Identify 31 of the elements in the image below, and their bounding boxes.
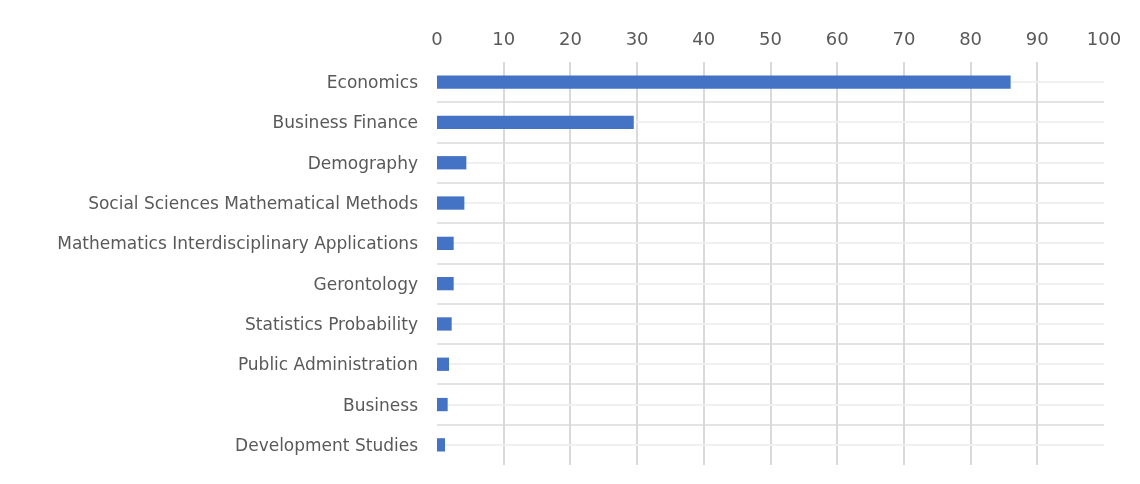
bar bbox=[437, 357, 450, 371]
bar bbox=[437, 317, 452, 331]
bar bbox=[437, 75, 1011, 89]
x-tick-label: 90 bbox=[1025, 28, 1049, 50]
bar bbox=[437, 196, 465, 210]
bar bbox=[437, 236, 454, 250]
bar bbox=[437, 397, 448, 412]
x-tick-label: 10 bbox=[492, 28, 516, 50]
y-tick-label: Gerontology bbox=[313, 273, 418, 294]
bar bbox=[437, 438, 445, 452]
x-tick-label: 30 bbox=[625, 28, 649, 50]
x-tick-label: 100 bbox=[1086, 28, 1122, 50]
y-tick-label: Mathematics Interdisciplinary Applications bbox=[57, 233, 419, 254]
x-tick-label: 50 bbox=[759, 28, 782, 50]
x-tick-label: 20 bbox=[558, 28, 582, 50]
y-tick-label: Economics bbox=[326, 72, 419, 93]
y-tick-label: Demography bbox=[307, 152, 418, 173]
y-tick-label: Development Studies bbox=[235, 434, 419, 455]
bar bbox=[437, 115, 634, 130]
x-tick-label: 60 bbox=[825, 28, 849, 50]
x-tick-label: 40 bbox=[692, 28, 716, 50]
y-tick-label: Social Sciences Mathematical Methods bbox=[88, 193, 419, 213]
y-tick-label: Statistics Probability bbox=[245, 313, 418, 334]
y-tick-label: Business bbox=[343, 394, 419, 415]
y-tick-label: Public Administration bbox=[237, 354, 418, 375]
y-tick-label: Business Finance bbox=[272, 112, 418, 133]
bar bbox=[437, 156, 467, 170]
x-tick-label: 80 bbox=[959, 28, 983, 50]
bar bbox=[437, 277, 454, 291]
x-tick-label: 0 bbox=[431, 28, 443, 50]
x-tick-label: 70 bbox=[892, 28, 916, 50]
